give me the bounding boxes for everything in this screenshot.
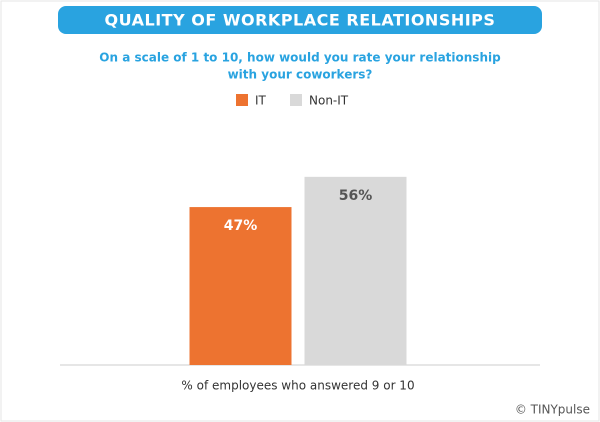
source: © TINYpulse (515, 403, 590, 417)
chart-title: QUALITY OF WORKPLACE RELATIONSHIPS (105, 11, 496, 30)
value-label: 56% (339, 188, 373, 204)
value-label: 47% (224, 218, 258, 234)
bar (304, 176, 407, 365)
subtitle: On a scale of 1 to 10, how would you rat… (99, 51, 501, 65)
title-banner (58, 6, 542, 34)
category-label: % of employees who answered 9 or 10 (181, 379, 414, 393)
legend-swatch (236, 94, 248, 106)
bar (189, 207, 292, 365)
legend-label: IT (255, 94, 267, 108)
legend-label: Non-IT (309, 94, 349, 108)
legend-swatch (290, 94, 302, 106)
subtitle: with your coworkers? (228, 68, 373, 82)
